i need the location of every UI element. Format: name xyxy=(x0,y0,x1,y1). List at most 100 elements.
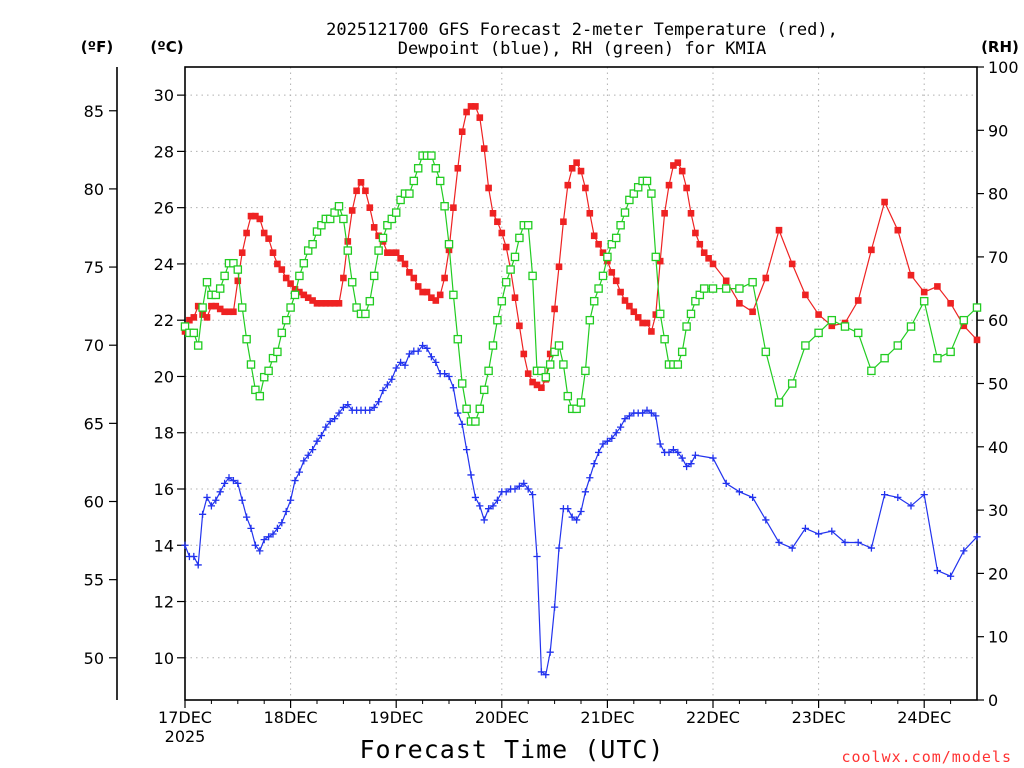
fahrenheit-unit-label: (ºF) xyxy=(81,38,113,56)
relative-humidity-point xyxy=(286,303,295,312)
dewpoint-point xyxy=(489,502,497,510)
temperature-point xyxy=(894,226,902,234)
dewpoint-point xyxy=(313,437,321,445)
temperature-point xyxy=(274,260,281,268)
temperature-point xyxy=(551,305,558,313)
dewpoint-point xyxy=(212,496,220,504)
rh-tick-label: 100 xyxy=(988,58,1019,77)
relative-humidity-point xyxy=(585,315,595,325)
dewpoint-point xyxy=(282,507,290,516)
temperature-point xyxy=(392,249,400,256)
relative-humidity-point xyxy=(440,202,449,211)
dewpoint-point xyxy=(973,533,981,541)
dewpoint-point xyxy=(617,423,625,431)
relative-humidity-point xyxy=(827,315,837,325)
relative-humidity-point xyxy=(325,214,335,224)
dewpoint-point xyxy=(322,423,330,431)
relative-humidity-point xyxy=(501,277,511,287)
relative-humidity-point xyxy=(607,239,617,249)
temperature-point xyxy=(441,274,448,282)
relative-humidity-point xyxy=(655,309,665,319)
temperature-point xyxy=(406,269,413,276)
temperature-point xyxy=(362,187,369,195)
temperature-point xyxy=(208,302,215,310)
relative-humidity-point xyxy=(572,404,581,414)
relative-humidity-point xyxy=(880,353,889,363)
temperature-point xyxy=(216,305,224,313)
temperature-point xyxy=(186,316,193,324)
dewpoint-point xyxy=(291,476,299,485)
temperature-point xyxy=(652,311,660,318)
temperature-point xyxy=(414,283,422,290)
relative-humidity-point xyxy=(180,322,190,331)
dewpoint-point xyxy=(687,460,695,468)
relative-humidity-point xyxy=(259,372,269,382)
relative-humidity-point xyxy=(303,246,313,255)
temperature-point xyxy=(868,246,875,254)
temperature-point xyxy=(560,218,567,226)
temperature-point xyxy=(674,159,682,166)
dewpoint-point xyxy=(251,541,259,549)
relative-humidity-point xyxy=(383,220,392,230)
relative-humidity-point xyxy=(264,366,273,376)
relative-humidity-point xyxy=(308,239,317,249)
temperature-point xyxy=(489,209,497,217)
relative-humidity-point xyxy=(651,252,661,262)
dewpoint-point xyxy=(476,502,484,510)
dewpoint-point xyxy=(493,496,501,504)
temperature-point xyxy=(260,229,268,237)
dewpoint-point xyxy=(287,496,295,504)
rh-tick-label: 70 xyxy=(988,248,1008,267)
dewpoint-point xyxy=(533,552,541,561)
dewpoint-point xyxy=(485,505,493,513)
relative-humidity-point xyxy=(233,265,243,274)
relative-humidity-point xyxy=(840,322,850,331)
relative-humidity-point xyxy=(330,208,339,217)
temperature-point xyxy=(230,308,237,316)
credit-watermark: coolwx.com/models xyxy=(841,748,1012,766)
temperature-point xyxy=(973,336,981,344)
relative-humidity-point xyxy=(629,189,639,198)
dewpoint-point xyxy=(229,476,237,485)
temperature-point xyxy=(353,187,360,195)
relative-humidity-point xyxy=(369,271,379,281)
temperature-point xyxy=(854,297,862,304)
dewpoint-point xyxy=(841,538,849,547)
dewpoint-point xyxy=(595,448,603,457)
celsius-tick-label: 20 xyxy=(154,367,174,386)
dewpoint-point xyxy=(388,375,396,383)
relative-humidity-point xyxy=(906,322,916,331)
dewpoint-point xyxy=(894,493,902,502)
temperature-point xyxy=(335,300,343,307)
celsius-tick-label: 22 xyxy=(154,311,174,330)
temperature-point xyxy=(828,322,836,330)
relative-humidity-point xyxy=(343,246,353,255)
temperature-point xyxy=(709,260,717,268)
relative-humidity-series xyxy=(180,151,982,426)
temperature-point xyxy=(920,288,928,296)
temperature-point xyxy=(533,381,541,389)
relative-humidity-point xyxy=(273,347,282,357)
celsius-tick-label: 18 xyxy=(154,424,174,443)
relative-humidity-point xyxy=(528,271,537,281)
temperature-point xyxy=(586,209,594,217)
dewpoint-series xyxy=(181,341,981,679)
celsius-tick-label: 10 xyxy=(154,649,174,668)
temperature-point xyxy=(494,218,501,226)
temperature-point xyxy=(221,308,228,316)
dewpoint-point xyxy=(581,488,589,496)
temperature-point xyxy=(788,260,796,268)
relative-humidity-point xyxy=(405,189,414,198)
temperature-point xyxy=(934,283,941,290)
temperature-point xyxy=(203,314,211,321)
relative-humidity-point xyxy=(246,360,256,369)
fahrenheit-tick-label: 50 xyxy=(84,649,104,668)
dewpoint-point xyxy=(586,474,594,482)
temperature-point xyxy=(401,260,409,268)
dewpoint-point xyxy=(335,409,343,417)
dewpoint-point xyxy=(317,431,325,440)
dewpoint-point xyxy=(467,471,475,479)
relative-humidity-point xyxy=(537,366,546,376)
relative-humidity-point xyxy=(576,398,586,407)
relative-humidity-point xyxy=(699,284,709,293)
